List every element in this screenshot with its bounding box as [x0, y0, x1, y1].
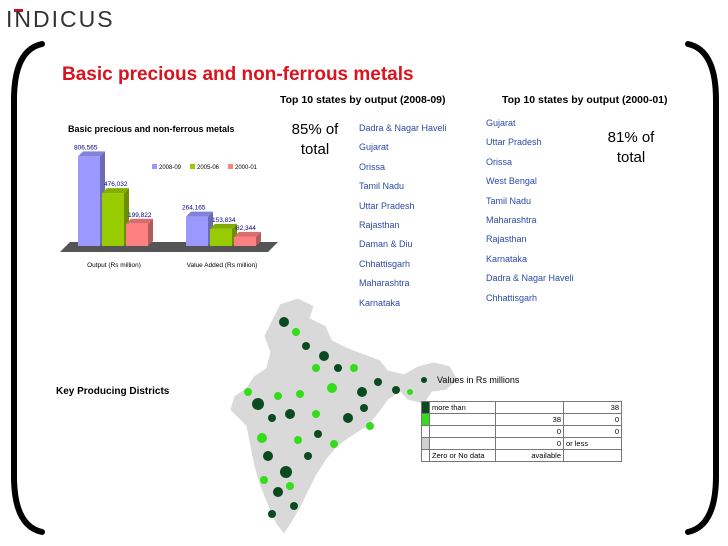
legend-row: 38 0 [421, 413, 622, 426]
state-2000-item: Tamil Nadu [486, 195, 532, 206]
bar-top [186, 211, 213, 217]
state-2000-item: Dadra & Nagar Haveli [486, 273, 574, 284]
state-2008-item: Daman & Diu [359, 239, 413, 250]
legend-cell: 0 [563, 425, 622, 438]
legend-color-swatch [421, 401, 430, 414]
category-label: Value Added (Rs million) [187, 262, 258, 269]
bar-data-label: 806,565 [74, 144, 98, 151]
bar-data-label: 476,032 [104, 181, 128, 188]
state-2000-item: Orissa [486, 156, 513, 167]
bar-top [234, 231, 261, 237]
legend-cell: Zero or No data [429, 449, 496, 462]
legend-swatch [190, 164, 195, 169]
legend-color-swatch [421, 437, 430, 450]
header-2008-09: Top 10 states by output (2008-09) [280, 94, 446, 106]
bar-data-label: 82,344 [236, 225, 256, 232]
logo-accent-bar [14, 9, 23, 12]
bar-data-label: 199,822 [128, 212, 152, 219]
percent-2008-value: 85% of [291, 121, 339, 138]
legend-cell: 0 [563, 413, 622, 426]
right-bracket [685, 41, 719, 535]
indicus-logo: INDICUS [6, 6, 115, 32]
legend-cell: 0 [495, 425, 564, 438]
state-2008-item: Uttar Pradesh [359, 200, 415, 211]
category-label: Output (Rs million) [87, 262, 141, 269]
legend-cell [563, 449, 622, 462]
india-district-map [229, 297, 459, 535]
legend-color-swatch [421, 425, 430, 438]
chart-legend: 2008-09 2005-06 2000-01 [152, 164, 258, 171]
legend-row: more than 38 [421, 401, 622, 414]
bar-2000-01 [126, 223, 148, 246]
state-2008-item: Gujarat [359, 142, 389, 153]
percent-2008: 85% of total [284, 120, 346, 160]
state-2000-item: West Bengal [486, 176, 537, 187]
percent-2000-label: total [616, 149, 646, 166]
bar-2008-09 [78, 156, 100, 246]
key-producing-districts-label: Key Producing Districts [56, 386, 170, 397]
legend-swatch [152, 164, 157, 169]
bar-top [126, 218, 153, 224]
legend-cell [429, 425, 496, 438]
legend-row: Zero or No data available [421, 449, 622, 462]
state-2000-item: Karnataka [486, 253, 528, 264]
legend-cell [429, 437, 496, 450]
legend-cell: more than [429, 401, 496, 414]
state-2008-item: Chhattisgarh [359, 258, 411, 269]
state-2000-item: Rajasthan [486, 234, 527, 245]
bar-2000-01 [234, 236, 256, 246]
legend-cell: 38 [563, 401, 622, 414]
state-2008-item: Dadra & Nagar Haveli [359, 123, 447, 133]
chart-title: Basic precious and non-ferrous metals [68, 124, 235, 134]
legend-color-swatch [421, 413, 430, 426]
bar-2008-09 [186, 216, 208, 246]
state-2008-item: Maharashtra [359, 278, 410, 289]
legend-label: 2005-06 [197, 165, 220, 171]
legend-label: 2000-01 [235, 165, 258, 171]
state-2000-item: Uttar Pradesh [486, 137, 542, 148]
legend-swatch [228, 164, 233, 169]
state-2000-item: Maharashtra [486, 215, 537, 225]
map-legend-title: Values in Rs millions [437, 375, 520, 385]
legend-cell: available [495, 449, 564, 462]
legend-color-swatch [421, 449, 430, 462]
bar-chart: Basic precious and non-ferrous metals 20… [56, 118, 282, 274]
legend-cell: or less [563, 437, 622, 450]
bar-2005-06 [102, 193, 124, 246]
state-2008-item: Karnataka [359, 297, 401, 308]
state-2000-item: Gujarat [486, 118, 516, 128]
page-title: Basic precious and non-ferrous metals [62, 64, 414, 85]
bar-data-label: 153,834 [212, 217, 236, 224]
bar-2005-06 [210, 228, 232, 246]
legend-cell: 0 [495, 437, 564, 450]
state-2000-item: Chhattisgarh [486, 292, 538, 303]
state-2008-item: Orissa [359, 161, 386, 172]
legend-label: 2008-09 [159, 165, 182, 171]
bar-side [148, 218, 153, 246]
state-2008-item: Tamil Nadu [359, 181, 405, 192]
bar-top [210, 223, 237, 229]
legend-cell: 38 [495, 413, 564, 426]
bar-top [78, 151, 105, 157]
map-legend-table: more than 38 38 0 0 0 0 or less Zero or No data a… [421, 401, 622, 462]
legend-cell [429, 413, 496, 426]
bar-top [102, 188, 129, 194]
percent-2008-label: total [300, 141, 330, 158]
percent-2000-value: 81% of [607, 129, 655, 146]
header-2000-01: Top 10 states by output (2000-01) [502, 94, 668, 106]
left-bracket [11, 41, 45, 535]
legend-row: 0 or less [421, 437, 622, 450]
legend-cell [495, 401, 564, 414]
bar-data-label: 264,165 [182, 205, 206, 212]
percent-2000: 81% of total [596, 128, 666, 168]
state-2008-item: Rajasthan [359, 220, 400, 230]
bar-side [256, 231, 261, 246]
